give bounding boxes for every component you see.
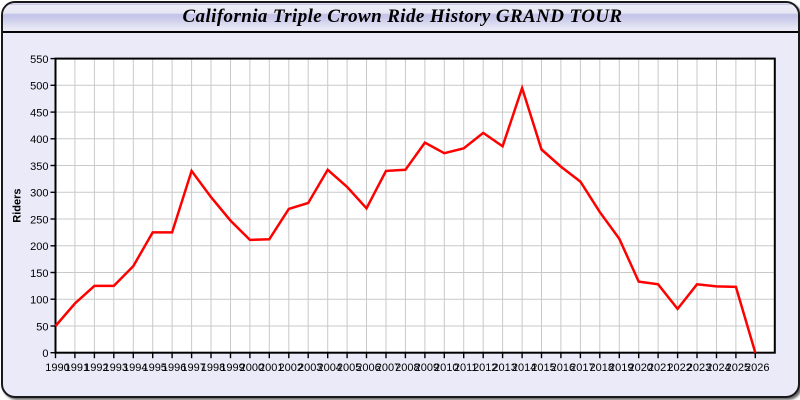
svg-text:Riders: Riders — [12, 188, 24, 222]
svg-text:2016: 2016 — [551, 362, 575, 374]
svg-text:500: 500 — [30, 81, 48, 93]
svg-text:400: 400 — [30, 134, 48, 146]
svg-text:2019: 2019 — [609, 362, 633, 374]
svg-text:350: 350 — [30, 161, 48, 173]
svg-text:2013: 2013 — [492, 362, 516, 374]
svg-text:1992: 1992 — [84, 362, 108, 374]
svg-text:2001: 2001 — [259, 362, 283, 374]
svg-text:2000: 2000 — [240, 362, 264, 374]
svg-text:2018: 2018 — [590, 362, 614, 374]
svg-text:1995: 1995 — [142, 362, 166, 374]
svg-text:2003: 2003 — [298, 362, 322, 374]
svg-text:2026: 2026 — [745, 362, 769, 374]
svg-text:2021: 2021 — [648, 362, 672, 374]
svg-text:1990: 1990 — [45, 362, 69, 374]
svg-text:1993: 1993 — [104, 362, 128, 374]
svg-text:2024: 2024 — [706, 362, 730, 374]
svg-text:1994: 1994 — [123, 362, 147, 374]
svg-text:2011: 2011 — [454, 362, 478, 374]
svg-text:50: 50 — [36, 321, 48, 333]
svg-text:1996: 1996 — [162, 362, 186, 374]
svg-text:250: 250 — [30, 214, 48, 226]
svg-text:1997: 1997 — [181, 362, 205, 374]
svg-text:2025: 2025 — [726, 362, 750, 374]
svg-text:2023: 2023 — [687, 362, 711, 374]
svg-text:150: 150 — [30, 268, 48, 280]
svg-text:2008: 2008 — [395, 362, 419, 374]
svg-text:550: 550 — [30, 54, 48, 66]
svg-text:450: 450 — [30, 108, 48, 120]
svg-text:300: 300 — [30, 188, 48, 200]
svg-text:2020: 2020 — [628, 362, 652, 374]
svg-text:2007: 2007 — [376, 362, 400, 374]
svg-text:0: 0 — [42, 348, 48, 360]
svg-text:2015: 2015 — [531, 362, 555, 374]
svg-text:1998: 1998 — [201, 362, 225, 374]
svg-text:2022: 2022 — [667, 362, 691, 374]
svg-text:2005: 2005 — [337, 362, 361, 374]
svg-text:2009: 2009 — [415, 362, 439, 374]
svg-text:2014: 2014 — [512, 362, 536, 374]
svg-text:2004: 2004 — [317, 362, 341, 374]
svg-text:1991: 1991 — [65, 362, 89, 374]
svg-text:2017: 2017 — [570, 362, 594, 374]
svg-text:2002: 2002 — [279, 362, 303, 374]
svg-text:100: 100 — [30, 295, 48, 307]
svg-text:1999: 1999 — [220, 362, 244, 374]
svg-text:2012: 2012 — [473, 362, 497, 374]
svg-text:200: 200 — [30, 241, 48, 253]
svg-text:2006: 2006 — [356, 362, 380, 374]
svg-text:2010: 2010 — [434, 362, 458, 374]
